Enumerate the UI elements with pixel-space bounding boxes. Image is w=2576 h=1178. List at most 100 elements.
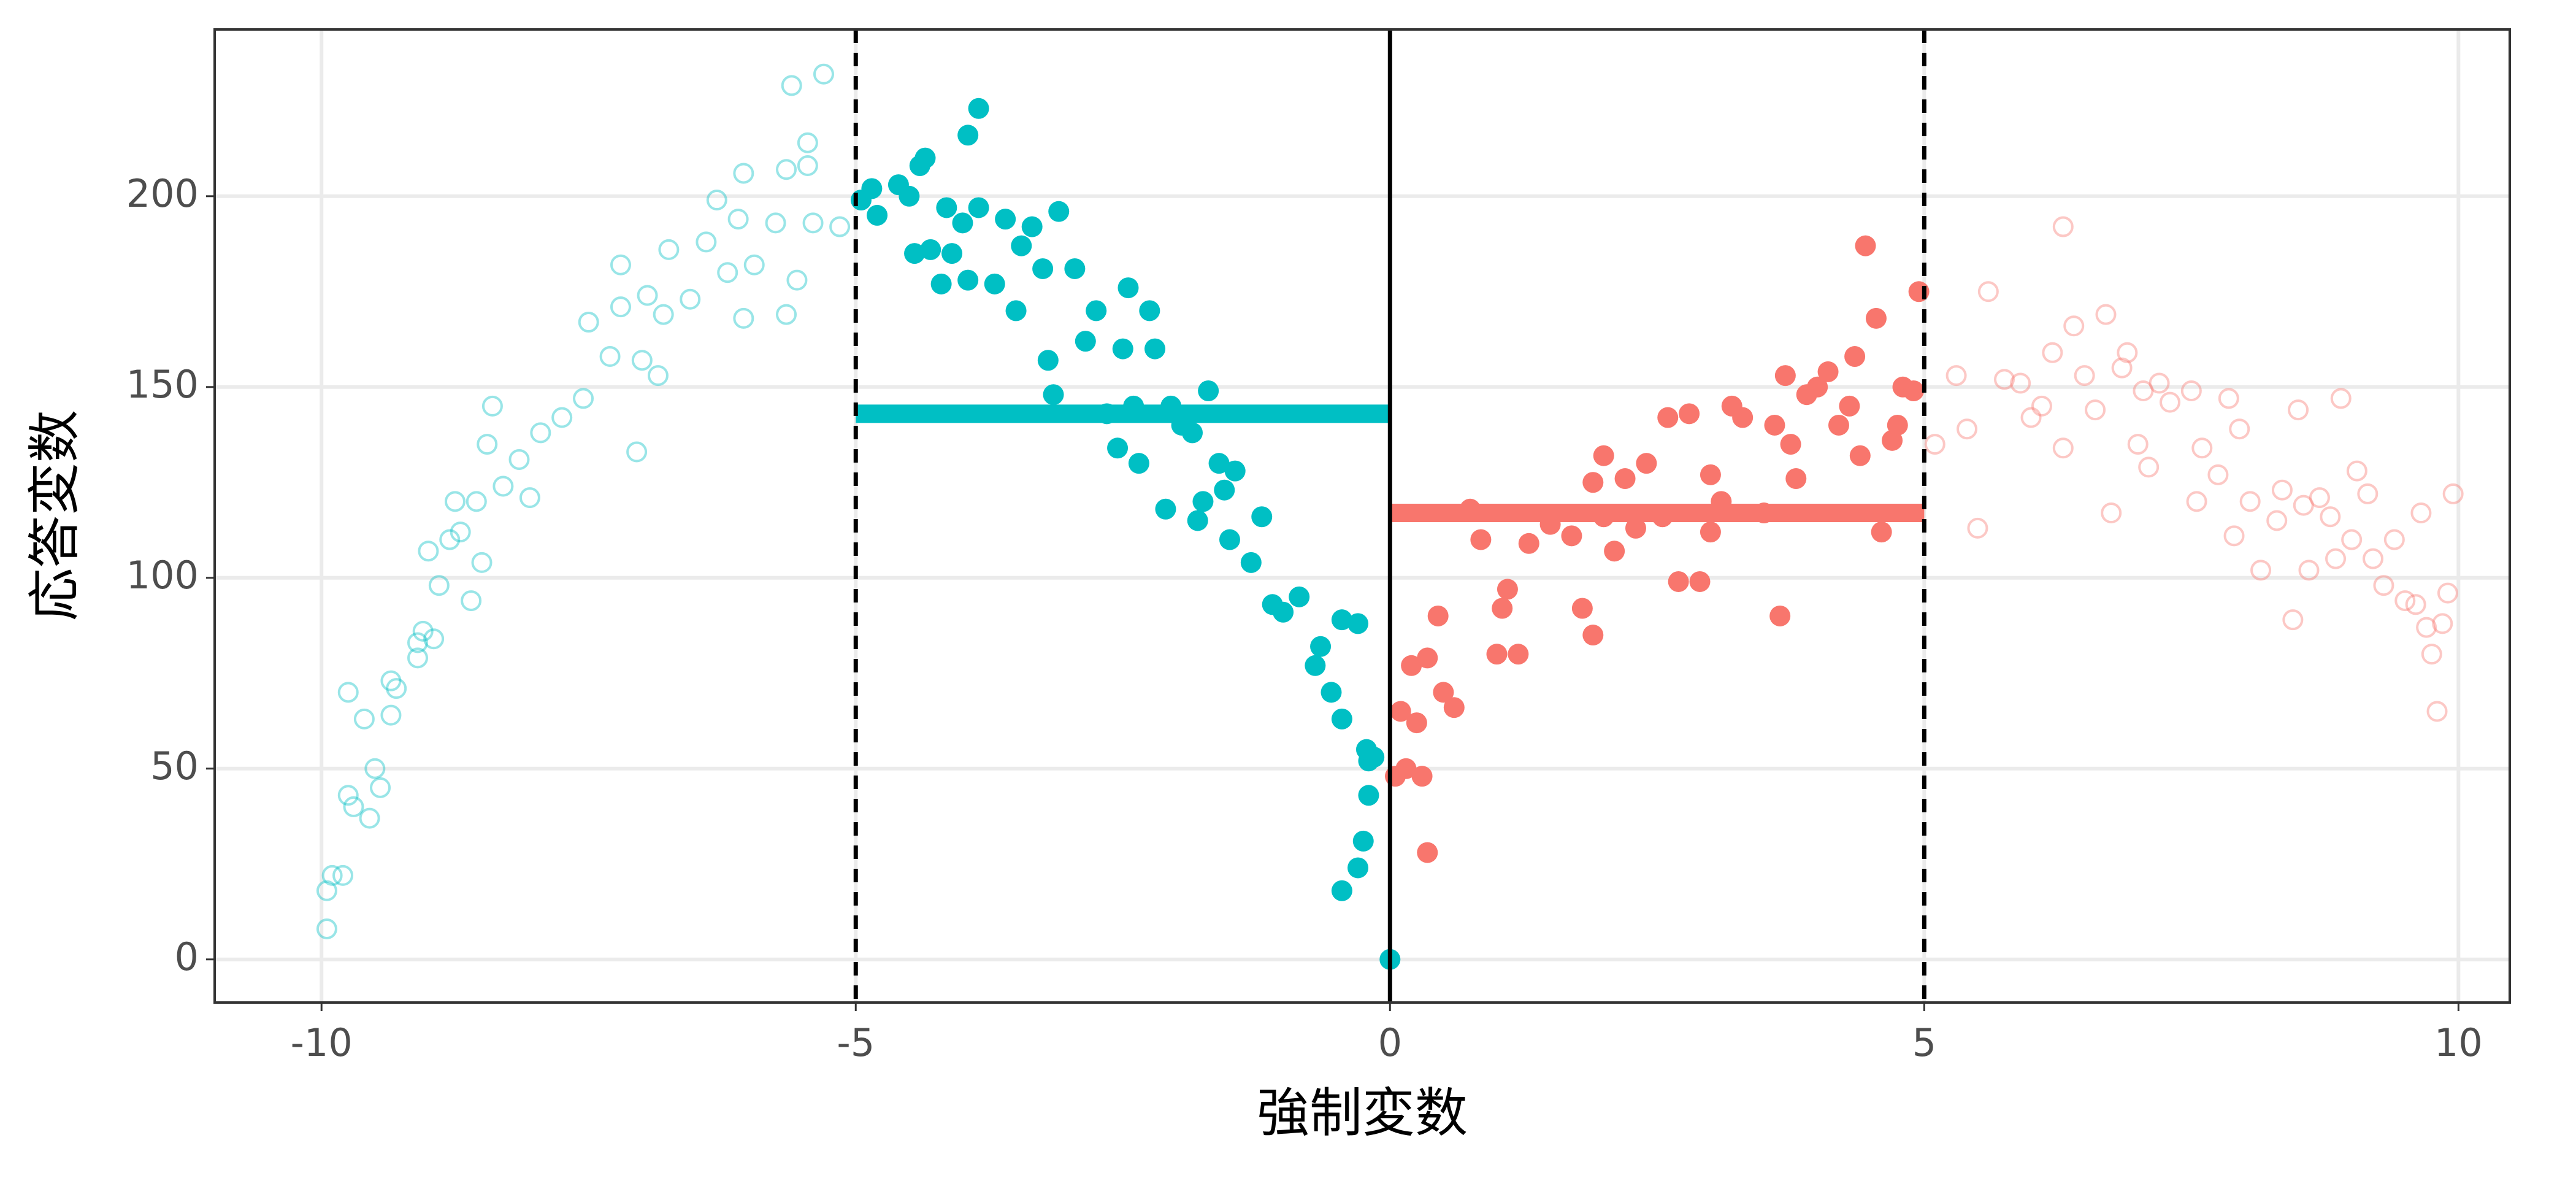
point (1668, 571, 1689, 592)
point (2133, 380, 2154, 401)
point (551, 407, 573, 428)
x-tick-label: 0 (1378, 1020, 1402, 1065)
point (610, 254, 631, 275)
point (786, 269, 808, 291)
point (941, 243, 963, 264)
point (2074, 365, 2095, 387)
point (1427, 605, 1449, 626)
point (337, 682, 359, 703)
point (407, 632, 428, 653)
point (508, 448, 530, 470)
point (1957, 418, 1978, 440)
x-tick-label: -5 (837, 1020, 875, 1065)
point (1155, 498, 1176, 520)
point (450, 522, 471, 543)
point (386, 678, 407, 699)
point (1582, 625, 1604, 646)
y-tick-label: 50 (150, 744, 199, 788)
point (1817, 361, 1839, 382)
point (1401, 655, 1422, 676)
point (353, 708, 375, 730)
point (1774, 365, 1796, 387)
point (1075, 331, 1096, 352)
point (1347, 857, 1369, 879)
point (2223, 525, 2245, 547)
point (2341, 529, 2363, 550)
point (797, 132, 818, 153)
point (653, 304, 674, 325)
point (1417, 647, 1438, 669)
point (2346, 460, 2367, 482)
point (696, 231, 717, 253)
y-tick-label: 0 (175, 934, 199, 979)
point (337, 785, 359, 806)
point (680, 288, 701, 310)
y-axis-title: 応答変数 (24, 410, 85, 621)
point (829, 216, 851, 237)
point (1390, 701, 1411, 722)
point (2052, 437, 2074, 459)
point (2394, 590, 2416, 612)
point (1305, 655, 1326, 676)
point (1700, 522, 1721, 543)
point (461, 590, 482, 612)
point (1139, 300, 1160, 321)
point (2138, 456, 2160, 478)
point (380, 670, 402, 691)
point (1363, 747, 1385, 768)
point (2101, 502, 2122, 524)
point (1508, 644, 1529, 665)
point (1198, 380, 1219, 401)
point (2325, 548, 2347, 569)
point (2095, 304, 2117, 325)
x-tick-label: -10 (291, 1020, 353, 1065)
point (1769, 605, 1791, 626)
point (1331, 609, 1352, 631)
point (1871, 522, 1892, 543)
point (1636, 453, 1657, 474)
point (2063, 315, 2085, 337)
point (364, 758, 386, 779)
point (1492, 598, 1513, 619)
point (2191, 437, 2213, 459)
point (1679, 403, 1700, 425)
point (1497, 579, 1518, 600)
point (2357, 483, 2379, 504)
point (370, 777, 391, 798)
point (1785, 468, 1807, 490)
point (2149, 372, 2170, 394)
point (359, 807, 380, 829)
y-tick-label: 200 (126, 171, 199, 216)
point (1807, 376, 1828, 398)
point (1470, 529, 1492, 550)
point (1604, 541, 1625, 562)
point (1347, 613, 1369, 634)
point (2432, 613, 2453, 634)
point (1273, 601, 1294, 623)
point (2293, 495, 2314, 516)
point (610, 296, 631, 318)
point (1048, 201, 1070, 222)
point (316, 880, 337, 901)
point (573, 388, 594, 409)
point (727, 209, 749, 230)
point (743, 254, 765, 275)
point (428, 575, 450, 596)
point (2160, 391, 2181, 413)
point (1112, 338, 1133, 360)
point (412, 620, 434, 642)
point (631, 350, 653, 371)
point (2309, 487, 2330, 509)
point (466, 491, 487, 512)
point (930, 273, 952, 294)
point (1240, 552, 1262, 573)
point (332, 864, 354, 886)
point (1924, 434, 1945, 455)
point (733, 163, 754, 184)
point (717, 262, 738, 283)
point (1395, 758, 1417, 779)
point (2250, 560, 2272, 581)
point (599, 346, 621, 368)
point (471, 552, 493, 573)
